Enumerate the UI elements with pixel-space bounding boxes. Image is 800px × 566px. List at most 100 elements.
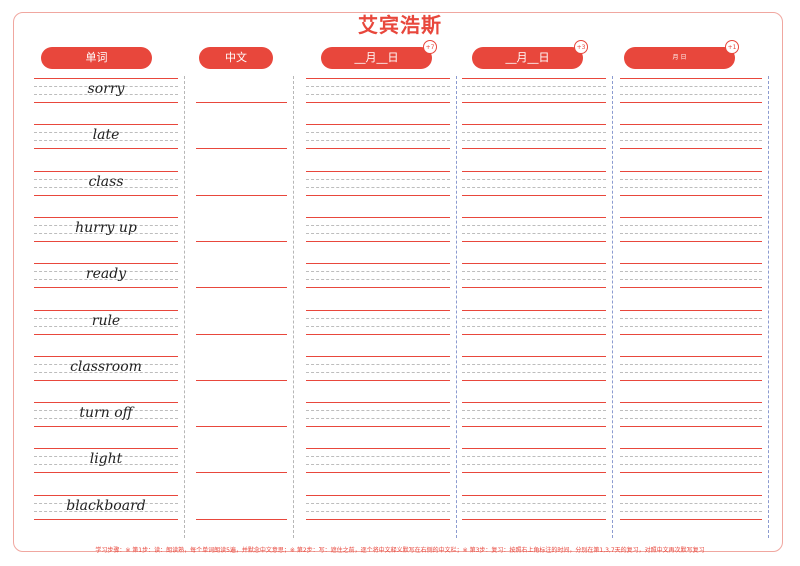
guide-line xyxy=(620,94,762,95)
ruled-line xyxy=(620,78,762,79)
ruled-line xyxy=(306,426,450,428)
ruled-line xyxy=(306,333,450,335)
ruled-line xyxy=(34,194,178,196)
ruled-line xyxy=(34,170,178,172)
guide-line xyxy=(462,279,606,281)
ruled-line xyxy=(462,240,606,242)
ruled-line xyxy=(462,78,606,79)
ruled-line xyxy=(306,102,450,103)
guide-line xyxy=(34,279,178,281)
column-divider xyxy=(456,76,457,538)
guide-line xyxy=(462,140,606,142)
ruled-line xyxy=(620,355,762,357)
chinese-answer-line xyxy=(196,102,287,103)
ruled-line xyxy=(306,148,450,150)
guide-line xyxy=(620,317,762,319)
guide-line xyxy=(306,502,450,504)
ruled-line xyxy=(462,426,606,428)
ruled-line xyxy=(34,448,178,450)
chinese-answer-line xyxy=(196,287,287,289)
chinese-answer-line xyxy=(196,472,287,474)
guide-line xyxy=(462,224,606,226)
ruled-line xyxy=(34,287,178,289)
guide-line xyxy=(620,418,762,420)
guide-line xyxy=(306,186,450,188)
chinese-answer-line xyxy=(196,333,287,335)
ruled-line xyxy=(462,287,606,289)
ruled-line xyxy=(620,309,762,311)
ruled-line xyxy=(620,240,762,242)
guide-line xyxy=(306,510,450,512)
ruled-line xyxy=(620,263,762,265)
guide-line xyxy=(462,371,606,373)
guide-line xyxy=(34,232,178,234)
guide-line xyxy=(34,186,178,188)
guide-line xyxy=(34,132,178,134)
ruled-line xyxy=(306,518,450,520)
ruled-line xyxy=(462,124,606,126)
guide-line xyxy=(462,132,606,134)
ruled-line xyxy=(462,263,606,265)
page-frame xyxy=(13,12,783,552)
vocab-word: classroom xyxy=(70,358,142,375)
ruled-line xyxy=(462,216,606,218)
guide-line xyxy=(34,317,178,319)
guide-line xyxy=(306,224,450,226)
guide-line xyxy=(620,271,762,273)
guide-line xyxy=(620,279,762,281)
ruled-line xyxy=(306,78,450,79)
vocab-word: late xyxy=(92,127,120,144)
ruled-line xyxy=(306,402,450,404)
guide-line xyxy=(306,279,450,281)
ruled-line xyxy=(620,379,762,381)
guide-line xyxy=(620,140,762,142)
page-title: 艾宾浩斯 xyxy=(358,13,442,37)
guide-line xyxy=(462,418,606,420)
guide-line xyxy=(306,456,450,458)
review-7day-header: __月__日 xyxy=(321,47,432,69)
guide-line xyxy=(462,178,606,180)
guide-line xyxy=(306,363,450,365)
ruled-line xyxy=(462,355,606,357)
ruled-line xyxy=(306,263,450,265)
guide-line xyxy=(34,86,178,87)
vocab-word: hurry up xyxy=(75,219,137,236)
ruled-line xyxy=(620,426,762,428)
vocab-word: blackboard xyxy=(66,497,146,514)
guide-line xyxy=(620,86,762,87)
ruled-line xyxy=(34,472,178,474)
ruled-line xyxy=(34,379,178,381)
guide-line xyxy=(34,325,178,327)
column-divider xyxy=(768,76,769,538)
ruled-line xyxy=(620,518,762,520)
guide-line xyxy=(462,317,606,319)
ruled-line xyxy=(306,355,450,357)
guide-line xyxy=(620,464,762,466)
ruled-line xyxy=(620,402,762,404)
column-divider xyxy=(612,76,613,538)
ruled-line xyxy=(306,170,450,172)
guide-line xyxy=(620,325,762,327)
ruled-line xyxy=(306,124,450,126)
word-column-header: 单词 xyxy=(41,47,152,69)
guide-line xyxy=(462,186,606,188)
ruled-line xyxy=(306,287,450,289)
review-7day-badge: +7 xyxy=(423,40,437,54)
review-1day-header: 月 日 xyxy=(624,47,735,69)
chinese-answer-line xyxy=(196,240,287,242)
ruled-line xyxy=(306,494,450,496)
ruled-line xyxy=(34,402,178,404)
ruled-line xyxy=(620,102,762,103)
guide-line xyxy=(34,94,178,95)
guide-line xyxy=(306,132,450,134)
guide-line xyxy=(620,132,762,134)
guide-line xyxy=(306,178,450,180)
ruled-line xyxy=(462,309,606,311)
guide-line xyxy=(306,140,450,142)
ruled-line xyxy=(306,309,450,311)
guide-line xyxy=(34,464,178,466)
ruled-line xyxy=(34,518,178,520)
ruled-line xyxy=(462,333,606,335)
ruled-line xyxy=(306,216,450,218)
ruled-line xyxy=(34,426,178,428)
